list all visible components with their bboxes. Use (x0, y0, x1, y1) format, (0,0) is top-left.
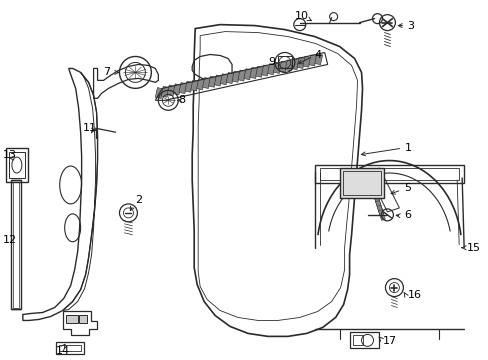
Text: 5: 5 (404, 183, 410, 193)
Text: 4: 4 (314, 50, 321, 60)
Bar (11, 180, 21, 310)
Bar (9, 152, 25, 178)
Bar (65, 315, 78, 323)
Text: 15: 15 (466, 243, 480, 253)
Bar (279, 61, 286, 72)
Bar (378, 210, 385, 220)
Bar (375, 201, 382, 211)
Text: 1: 1 (404, 143, 410, 153)
Text: 8: 8 (178, 95, 185, 105)
Bar (339, 168, 384, 198)
Bar (196, 79, 204, 90)
Bar (349, 332, 379, 348)
Bar (290, 59, 299, 70)
Bar (368, 178, 375, 189)
Bar (352, 336, 362, 345)
Bar (208, 76, 216, 87)
Text: 12: 12 (3, 235, 17, 245)
Bar (376, 205, 383, 216)
Bar (314, 54, 322, 65)
Bar (267, 64, 275, 75)
Bar (184, 81, 192, 92)
Text: 7: 7 (103, 67, 110, 77)
Bar (155, 87, 163, 99)
Bar (214, 75, 222, 86)
Bar (319, 168, 458, 180)
Bar (277, 57, 291, 68)
Bar (238, 70, 245, 81)
Bar (285, 60, 292, 71)
Bar (6, 148, 28, 182)
Bar (59, 345, 81, 351)
Bar (79, 315, 86, 323)
Bar (202, 77, 210, 89)
Bar (296, 58, 305, 68)
Bar (314, 165, 463, 183)
Text: 6: 6 (404, 210, 410, 220)
Bar (190, 80, 198, 91)
Bar (226, 72, 234, 84)
Bar (244, 69, 251, 80)
Bar (161, 86, 169, 97)
Text: 13: 13 (3, 150, 17, 160)
Text: 14: 14 (56, 346, 70, 356)
Bar (261, 65, 269, 76)
Text: 17: 17 (382, 336, 396, 346)
Text: 10: 10 (294, 11, 308, 21)
Bar (56, 342, 83, 354)
Bar (255, 66, 263, 77)
Bar (370, 187, 377, 198)
Bar (179, 82, 186, 94)
Bar (173, 84, 181, 95)
Bar (369, 182, 376, 193)
Bar (373, 196, 380, 207)
Bar (232, 71, 240, 82)
Text: 9: 9 (267, 58, 274, 67)
Bar (302, 56, 310, 67)
Bar (13, 182, 19, 307)
Bar (273, 63, 281, 73)
Text: 3: 3 (407, 21, 413, 31)
Text: 11: 11 (82, 123, 97, 133)
Bar (372, 192, 379, 202)
Bar (249, 68, 257, 78)
Text: 2: 2 (135, 195, 142, 205)
Bar (308, 55, 316, 66)
Bar (167, 85, 175, 96)
Bar (342, 171, 381, 195)
Text: 16: 16 (407, 289, 421, 300)
Bar (220, 74, 228, 85)
